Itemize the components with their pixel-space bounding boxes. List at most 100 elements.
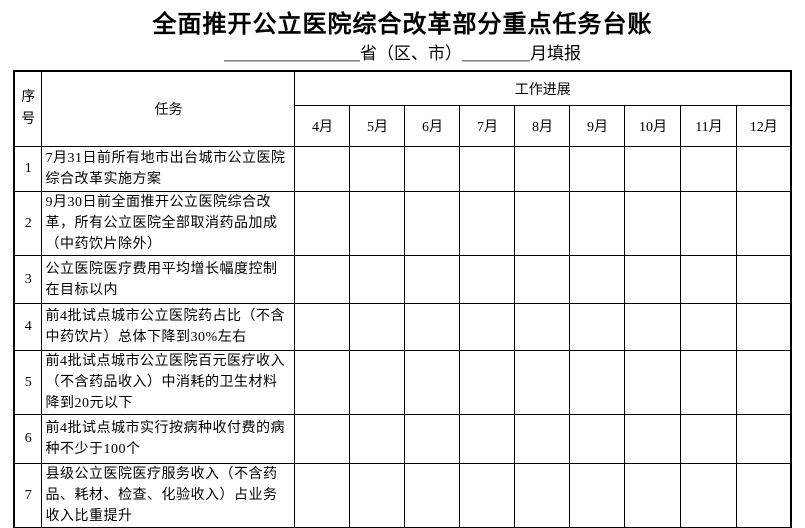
progress-cell xyxy=(514,350,571,415)
progress-cell xyxy=(680,146,738,192)
task-row: 5 前4批试点城市公立医院百元医疗收入（不含药品收入）中消耗的卫生材料降到20元… xyxy=(13,350,792,415)
month-header: 7月 xyxy=(459,105,516,147)
progress-cell xyxy=(294,146,351,192)
progress-cell xyxy=(569,350,626,415)
month-header: 10月 xyxy=(624,105,682,147)
task-row: 6 前4批试点城市实行按病种收付费的病种不少于100个 xyxy=(13,414,792,464)
progress-cell xyxy=(736,303,792,351)
progress-cell xyxy=(404,350,461,415)
progress-cell xyxy=(459,146,516,192)
progress-cell xyxy=(459,255,516,304)
progress-cell xyxy=(680,191,738,256)
task-ledger-table: 序号 任务 工作进展 4月 5月 6月 7月 8月 9月 10月 11月 12月 1 7月31日… xyxy=(12,70,793,528)
progress-cell xyxy=(349,463,406,528)
task-column-header: 任务 xyxy=(41,70,296,147)
progress-cell xyxy=(736,414,792,464)
progress-cell xyxy=(294,255,351,304)
progress-cell xyxy=(569,463,626,528)
task-row: 2 9月30日前全面推开公立医院综合改革，所有公立医院全部取消药品加成（中药饮片… xyxy=(13,191,792,256)
progress-cell xyxy=(736,463,792,528)
progress-cell xyxy=(404,146,461,192)
row-number: 3 xyxy=(13,255,43,304)
progress-cell xyxy=(624,191,682,256)
progress-cell xyxy=(514,191,571,256)
month-header: 8月 xyxy=(514,105,571,147)
row-number: 7 xyxy=(13,463,43,528)
progress-cell xyxy=(736,146,792,192)
progress-cell xyxy=(736,191,792,256)
month-header: 12月 xyxy=(736,105,792,147)
progress-cell xyxy=(680,350,738,415)
progress-cell xyxy=(624,414,682,464)
month-header-row: 4月 5月 6月 7月 8月 9月 10月 11月 12月 xyxy=(14,105,792,147)
row-number: 2 xyxy=(13,191,43,256)
progress-cell xyxy=(624,146,682,192)
progress-cell xyxy=(404,191,461,256)
header-row-top: 序号 任务 工作进展 xyxy=(13,70,792,147)
page-title: 全面推开公立医院综合改革部分重点任务台账 xyxy=(152,12,653,38)
progress-cell xyxy=(459,191,516,256)
task-cell: 前4批试点城市公立医院百元医疗收入（不含药品收入）中消耗的卫生材料降到20元以下 xyxy=(41,350,296,415)
progress-cell xyxy=(624,303,682,351)
progress-cell xyxy=(680,255,738,304)
progress-cell xyxy=(349,191,406,256)
task-cell: 9月30日前全面推开公立医院综合改革，所有公立医院全部取消药品加成（中药饮片除外… xyxy=(41,191,296,256)
task-row: 7 县级公立医院医疗服务收入（不含药品、耗材、检查、化验收入）占业务收入比重提升 xyxy=(13,463,792,528)
month-header: 4月 xyxy=(294,105,351,147)
progress-cell xyxy=(514,414,571,464)
progress-cell xyxy=(624,463,682,528)
progress-cell xyxy=(459,350,516,415)
progress-group-header: 工作进展 xyxy=(294,70,792,106)
progress-cell xyxy=(680,463,738,528)
progress-cell xyxy=(680,303,738,351)
month-header: 11月 xyxy=(680,105,738,147)
progress-cell xyxy=(349,414,406,464)
progress-cell xyxy=(294,414,351,464)
progress-cell xyxy=(294,350,351,415)
progress-cell xyxy=(514,255,571,304)
progress-cell xyxy=(404,303,461,351)
progress-cell xyxy=(404,463,461,528)
progress-cell xyxy=(514,463,571,528)
progress-cell xyxy=(294,191,351,256)
month-header: 6月 xyxy=(404,105,461,147)
progress-cell xyxy=(349,146,406,192)
row-number: 6 xyxy=(13,414,43,464)
progress-cell xyxy=(569,146,626,192)
seq-column-header: 序号 xyxy=(13,70,43,147)
row-number: 5 xyxy=(13,350,43,415)
progress-cell xyxy=(736,255,792,304)
task-row: 1 7月31日前所有地市出台城市公立医院综合改革实施方案 xyxy=(13,146,792,192)
progress-cell xyxy=(680,414,738,464)
progress-cell xyxy=(514,146,571,192)
row-number: 1 xyxy=(13,146,43,192)
progress-cell xyxy=(624,255,682,304)
progress-cell xyxy=(349,255,406,304)
progress-cell xyxy=(459,463,516,528)
progress-cell xyxy=(569,191,626,256)
task-cell: 前4批试点城市实行按病种收付费的病种不少于100个 xyxy=(41,414,296,464)
progress-cell xyxy=(459,303,516,351)
task-cell: 县级公立医院医疗服务收入（不含药品、耗材、检查、化验收入）占业务收入比重提升 xyxy=(41,463,296,528)
task-cell: 公立医院医疗费用平均增长幅度控制在目标以内 xyxy=(41,255,296,304)
progress-cell xyxy=(736,350,792,415)
month-header: 9月 xyxy=(569,105,626,147)
progress-cell xyxy=(569,303,626,351)
progress-cell xyxy=(349,350,406,415)
task-row: 4 前4批试点城市公立医院药占比（不含中药饮片）总体下降到30%左右 xyxy=(13,303,792,351)
page-subtitle: ＿＿＿＿＿＿＿＿省（区、市）＿＿＿＿月填报 xyxy=(224,44,581,63)
progress-cell xyxy=(349,303,406,351)
month-header: 5月 xyxy=(349,105,406,147)
progress-cell xyxy=(569,255,626,304)
progress-cell xyxy=(294,303,351,351)
task-cell: 前4批试点城市公立医院药占比（不含中药饮片）总体下降到30%左右 xyxy=(41,303,296,351)
progress-cell xyxy=(624,350,682,415)
task-cell: 7月31日前所有地市出台城市公立医院综合改革实施方案 xyxy=(41,146,296,192)
progress-cell xyxy=(404,255,461,304)
progress-cell xyxy=(459,414,516,464)
row-number: 4 xyxy=(13,303,43,351)
progress-cell xyxy=(404,414,461,464)
task-row: 3 公立医院医疗费用平均增长幅度控制在目标以内 xyxy=(13,255,792,304)
progress-cell xyxy=(514,303,571,351)
progress-cell xyxy=(569,414,626,464)
